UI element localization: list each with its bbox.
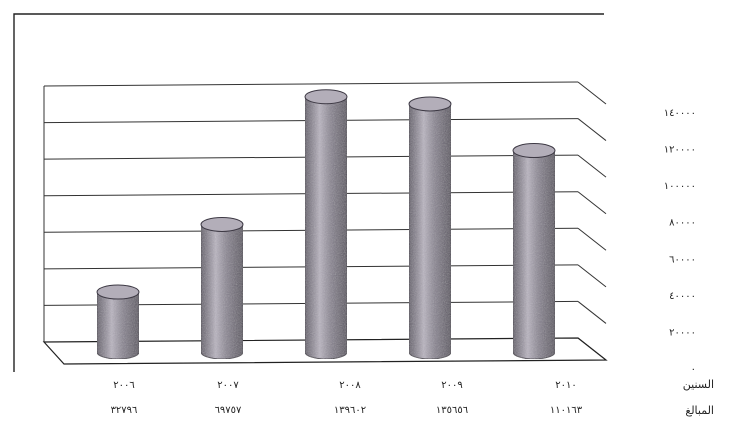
gridline	[43, 81, 579, 87]
y-tick-label: ٢٠٠٠٠	[669, 327, 696, 338]
x-category-label: ٢٠٠٨	[339, 380, 361, 391]
y-tick-label: ١٢٠٠٠٠	[664, 145, 696, 156]
y-tick-label: ١٤٠٠٠٠	[664, 108, 696, 119]
gridline-depth	[577, 118, 607, 141]
gridline-depth	[577, 191, 607, 215]
amount-label: ١٣٥٦٥٦	[436, 405, 468, 416]
chart-frame	[13, 13, 604, 372]
amount-label: ٦٩٧٥٧	[215, 405, 242, 416]
gridline-depth	[577, 264, 607, 288]
bar-body	[200, 223, 244, 360]
bars	[96, 89, 556, 360]
bar	[304, 89, 348, 360]
y-tick-label: ٠	[691, 364, 696, 375]
gridline-depth	[577, 301, 607, 324]
y-axis-ticks: ٠ ٢٠٠٠٠ ٤٠٠٠٠ ٦٠٠٠٠ ٨٠٠٠٠ ١٠٠٠٠٠ ١٢٠٠٠٠ ١٤٠٠٠٠	[664, 108, 696, 375]
x-category-label: ٢٠٠٧	[217, 380, 239, 391]
gridline-depth	[577, 154, 607, 178]
x-category-label: ٢٠٠٩	[441, 380, 462, 391]
bar-body	[96, 291, 140, 360]
chart-floor	[42, 337, 608, 365]
gridline-depth	[577, 227, 607, 251]
bar-top	[96, 284, 140, 300]
bar	[96, 284, 140, 360]
amount-labels: ٣٢٧٩٦ ٦٩٧٥٧ ١٣٩٦٠٢ ١٣٥٦٥٦ ١١٠١٦٣	[111, 405, 583, 416]
x-axis-categories: ٢٠٠٦ ٢٠٠٧ ٢٠٠٨ ٢٠٠٩ ٢٠١٠	[113, 380, 576, 391]
amount-label: ١١٠١٦٣	[550, 405, 583, 416]
bar	[200, 216, 244, 360]
years-row-label: السنين	[683, 378, 714, 391]
x-category-label: ٢٠٠٦	[113, 380, 134, 391]
bar	[408, 96, 452, 360]
amount-label: ٣٢٧٩٦	[111, 405, 138, 416]
y-tick-label: ١٠٠٠٠٠	[664, 181, 696, 192]
bar-top	[200, 216, 244, 232]
bar-top	[512, 143, 556, 159]
bar-top	[304, 89, 348, 105]
y-tick-label: ٨٠٠٠٠	[669, 218, 696, 229]
bar	[512, 143, 556, 360]
y-tick-label: ٦٠٠٠٠	[669, 254, 696, 265]
y-tick-label: ٤٠٠٠٠	[669, 291, 696, 302]
floor-outline	[42, 337, 608, 365]
bar-body	[304, 96, 348, 360]
gridline-depth	[577, 81, 607, 105]
x-category-label: ٢٠١٠	[555, 380, 576, 391]
amounts-row-label: المبالغ	[685, 404, 714, 417]
bar-body	[408, 103, 452, 360]
bar-top	[408, 96, 452, 112]
amount-label: ١٣٩٦٠٢	[334, 405, 366, 416]
bar-body	[512, 150, 556, 360]
